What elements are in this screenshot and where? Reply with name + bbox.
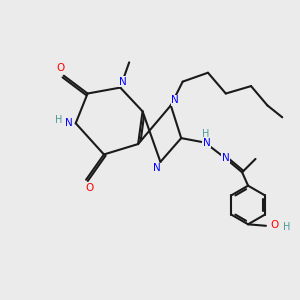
Text: N: N — [202, 138, 210, 148]
Text: H: H — [55, 115, 62, 125]
Text: N: N — [119, 76, 127, 87]
Text: H: H — [202, 129, 209, 139]
Text: N: N — [171, 95, 179, 105]
Text: O: O — [85, 183, 94, 193]
Text: N: N — [153, 164, 161, 173]
Text: H: H — [283, 222, 290, 232]
Text: N: N — [65, 118, 73, 128]
Text: O: O — [271, 220, 279, 230]
Text: O: O — [57, 63, 65, 73]
Text: N: N — [222, 153, 230, 163]
